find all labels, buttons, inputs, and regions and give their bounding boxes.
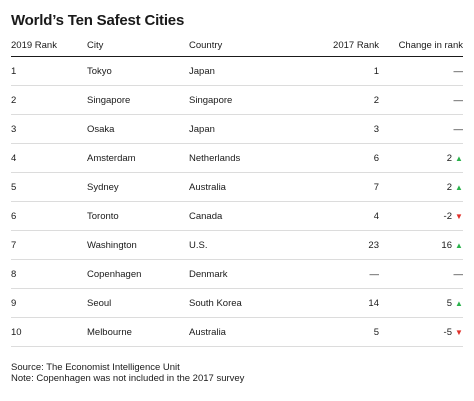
table-row: 6 Toronto Canada 4 -2 ▼ (11, 201, 463, 231)
city-cell: Toronto (87, 201, 189, 231)
change-in-rank-cell: — (379, 259, 464, 289)
table-row: 9 Seoul South Korea 14 5 ▲ (11, 288, 463, 318)
rank-2019-cell: 2 (11, 85, 87, 115)
rank-2017-cell: 14 (299, 288, 379, 318)
country-cell: Japan (189, 56, 299, 86)
rank-2019-cell: 5 (11, 172, 87, 202)
rank-2019-cell: 7 (11, 230, 87, 260)
change-value: — (453, 268, 464, 280)
city-cell: Tokyo (87, 56, 189, 86)
rank-2019-cell: 3 (11, 114, 87, 144)
country-cell: Denmark (189, 259, 299, 289)
city-cell: Singapore (87, 85, 189, 115)
table-row: 3 Osaka Japan 3— (11, 114, 464, 144)
rank-2019-cell: 1 (11, 56, 87, 86)
change-value: 16 (441, 239, 452, 251)
country-cell: Singapore (189, 85, 299, 115)
rank-2017-cell: 6 (299, 143, 379, 173)
table-figure: World’s Ten Safest Cities 2019 Rank City… (11, 10, 463, 347)
header-country: Country (189, 34, 299, 57)
arrow-up-icon: ▲ (455, 182, 463, 192)
table-header-row: 2019 Rank City Country 2017 Rank Change … (11, 34, 463, 57)
header-2019-rank: 2019 Rank (11, 34, 87, 57)
rank-2017-cell: 3 (299, 114, 379, 144)
country-cell: Australia (189, 172, 299, 202)
rank-2017-cell: 7 (299, 172, 379, 202)
change-value: — (453, 94, 464, 106)
change-value: — (453, 123, 464, 135)
rank-2017-cell: — (299, 259, 379, 289)
city-cell: Copenhagen (87, 259, 189, 289)
table-row: 5 Sydney Australia 7 2 ▲ (11, 172, 463, 202)
header-change-in-rank: Change in rank (379, 34, 463, 57)
country-cell: Canada (189, 201, 299, 231)
arrow-up-icon: ▲ (455, 298, 463, 308)
city-cell: Seoul (87, 288, 189, 318)
arrow-up-icon: ▲ (455, 240, 463, 250)
rank-2019-cell: 9 (11, 288, 87, 318)
rank-2019-cell: 10 (11, 317, 87, 347)
arrow-down-icon: ▼ (455, 327, 463, 337)
safest-cities-table: 2019 Rank City Country 2017 Rank Change … (11, 34, 463, 347)
table-body: 1 Tokyo Japan 1—2 Singapore Singapore 2—3 Osaka… (11, 56, 464, 347)
city-cell: Amsterdam (87, 143, 189, 173)
table-row: 4 Amsterdam Netherlands 6 2 ▲ (11, 143, 463, 173)
change-value: — (453, 65, 464, 77)
change-in-rank-cell: 2 ▲ (379, 172, 463, 202)
table-row: 8 Copenhagen Denmark — — (11, 259, 464, 289)
change-value: -5 (443, 326, 452, 338)
rank-2017-cell: 23 (299, 230, 379, 260)
source-note: Source: The Economist Intelligence Unit (11, 362, 180, 373)
change-value: 2 (446, 181, 452, 193)
arrow-down-icon: ▼ (455, 211, 463, 221)
table-row: 1 Tokyo Japan 1— (11, 56, 464, 86)
rank-2019-cell: 6 (11, 201, 87, 231)
header-city: City (87, 34, 189, 57)
change-in-rank-cell: -2 ▼ (379, 201, 463, 231)
city-cell: Washington (87, 230, 189, 260)
header-2017-rank: 2017 Rank (299, 34, 379, 57)
page-title: World’s Ten Safest Cities (11, 12, 185, 29)
city-cell: Melbourne (87, 317, 189, 347)
rank-2017-cell: 1 (299, 56, 379, 86)
change-in-rank-cell: 2 ▲ (379, 143, 463, 173)
rank-2019-cell: 8 (11, 259, 87, 289)
change-value: 5 (446, 297, 452, 309)
change-in-rank-cell: 16 ▲ (379, 230, 463, 260)
change-value: 2 (446, 152, 452, 164)
country-cell: South Korea (189, 288, 299, 318)
change-value: -2 (443, 210, 452, 222)
change-in-rank-cell: — (379, 85, 464, 115)
city-cell: Osaka (87, 114, 189, 144)
change-in-rank-cell: -5 ▼ (379, 317, 463, 347)
rank-2017-cell: 2 (299, 85, 379, 115)
survey-note: Note: Copenhagen was not included in the… (11, 373, 245, 384)
table-row: 2 Singapore Singapore 2— (11, 85, 464, 115)
table-row: 7 Washington U.S. 23 16 ▲ (11, 230, 463, 260)
country-cell: Japan (189, 114, 299, 144)
footer-notes: Source: The Economist Intelligence Unit … (11, 362, 244, 384)
table-row: 10 Melbourne Australia 5 -5 ▼ (11, 317, 463, 347)
country-cell: Netherlands (189, 143, 299, 173)
country-cell: U.S. (189, 230, 299, 260)
change-in-rank-cell: — (379, 56, 464, 86)
rank-2019-cell: 4 (11, 143, 87, 173)
change-in-rank-cell: — (379, 114, 464, 144)
rank-2017-cell: 4 (299, 201, 379, 231)
change-in-rank-cell: 5 ▲ (379, 288, 463, 318)
rank-2017-cell: 5 (299, 317, 379, 347)
city-cell: Sydney (87, 172, 189, 202)
arrow-up-icon: ▲ (455, 153, 463, 163)
country-cell: Australia (189, 317, 299, 347)
